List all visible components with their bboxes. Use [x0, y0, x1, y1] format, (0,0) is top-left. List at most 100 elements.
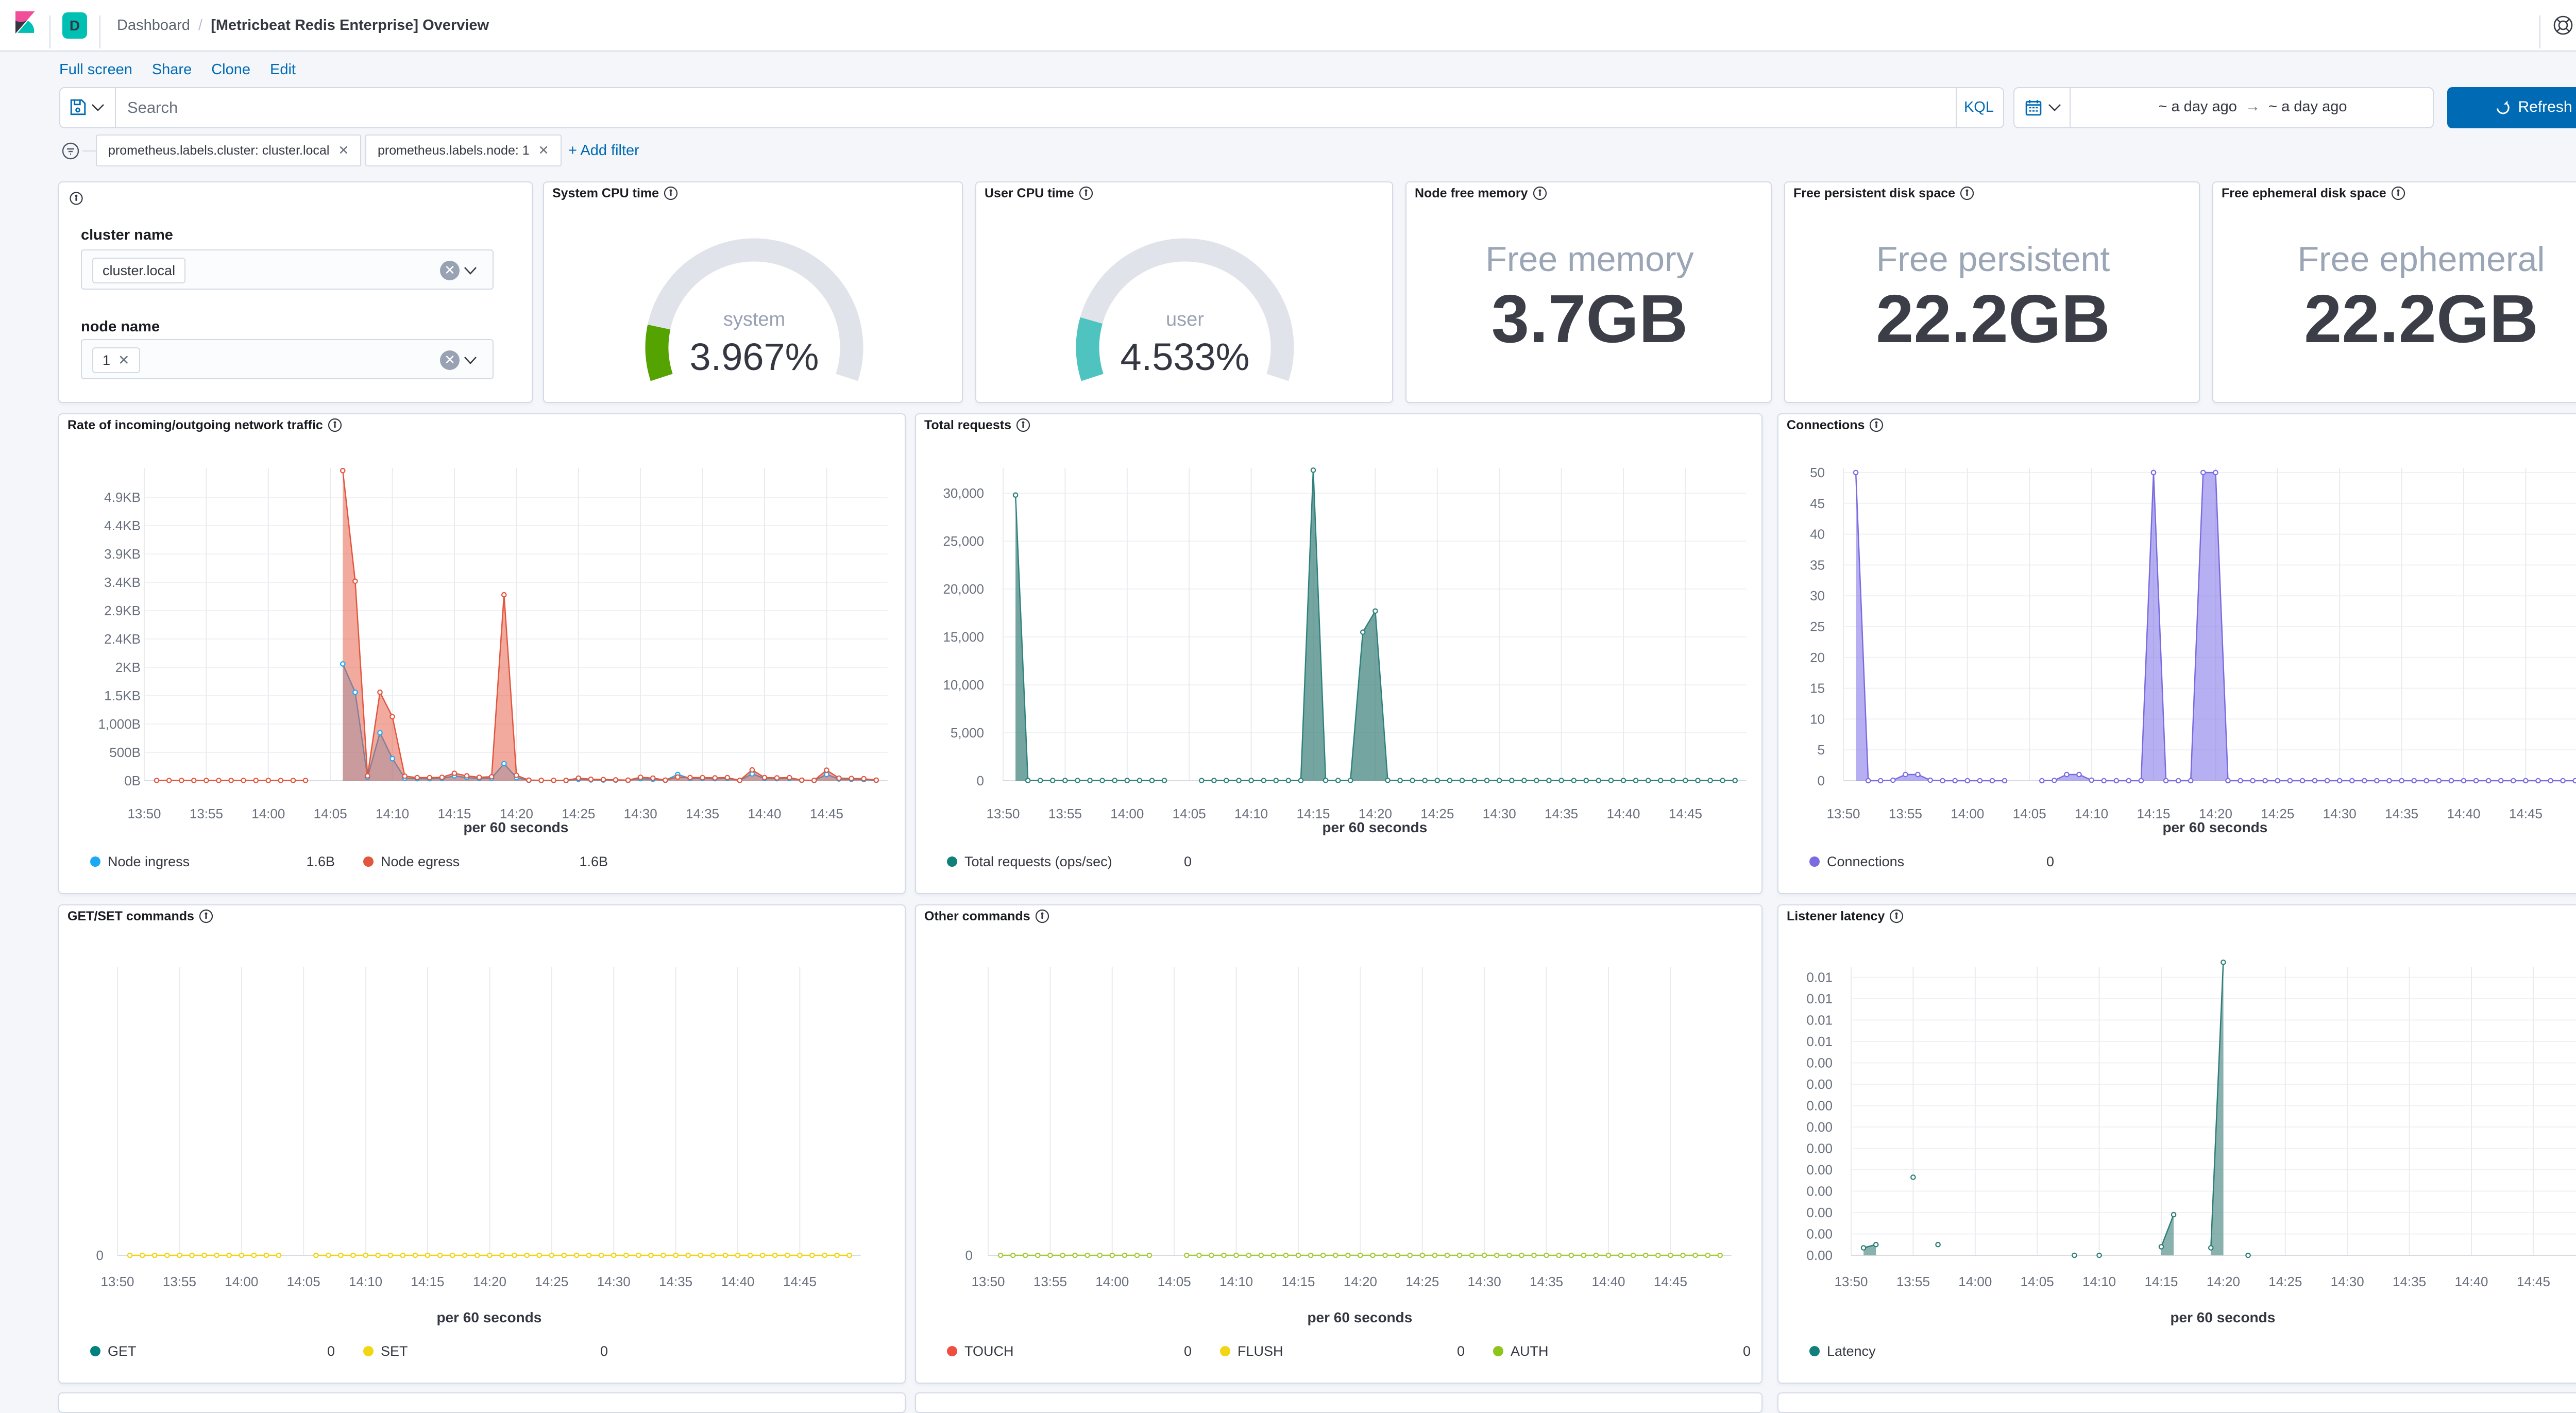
svg-text:2.4KB: 2.4KB	[104, 631, 141, 647]
svg-text:14:00: 14:00	[225, 1274, 258, 1289]
svg-text:14:40: 14:40	[1591, 1274, 1625, 1289]
svg-text:14:40: 14:40	[721, 1274, 754, 1289]
svg-text:per 60 seconds: per 60 seconds	[1307, 1309, 1412, 1325]
svg-text:1.6B: 1.6B	[306, 854, 335, 869]
svg-text:14:10: 14:10	[1234, 806, 1268, 821]
svg-text:0.00: 0.00	[1806, 1098, 1833, 1114]
svg-text:14:35: 14:35	[1545, 806, 1578, 821]
svg-text:0.00: 0.00	[1806, 1162, 1833, 1178]
svg-text:per 60 seconds: per 60 seconds	[1322, 819, 1427, 835]
svg-text:14:00: 14:00	[1110, 806, 1144, 821]
svg-text:13:50: 13:50	[127, 806, 161, 821]
svg-text:0: 0	[327, 1343, 335, 1359]
svg-text:0: 0	[1818, 773, 1825, 788]
svg-text:25,000: 25,000	[943, 533, 984, 549]
svg-text:system: system	[723, 309, 785, 330]
svg-text:13:50: 13:50	[971, 1274, 1005, 1289]
svg-text:14:15: 14:15	[411, 1274, 444, 1289]
svg-text:2.9KB: 2.9KB	[104, 603, 141, 618]
svg-text:14:45: 14:45	[783, 1274, 817, 1289]
svg-text:5: 5	[1818, 742, 1825, 758]
svg-text:0: 0	[965, 1248, 973, 1263]
svg-text:0: 0	[96, 1248, 104, 1263]
svg-text:3.967%: 3.967%	[690, 335, 819, 378]
svg-text:10: 10	[1810, 711, 1825, 727]
svg-text:14:30: 14:30	[597, 1274, 631, 1289]
svg-text:15,000: 15,000	[943, 629, 984, 645]
svg-text:5,000: 5,000	[951, 725, 984, 741]
svg-text:14:10: 14:10	[376, 806, 409, 821]
svg-text:14:20: 14:20	[1344, 1274, 1377, 1289]
svg-text:13:55: 13:55	[1896, 1274, 1930, 1289]
svg-text:0: 0	[2046, 854, 2054, 869]
svg-text:0.01: 0.01	[1806, 1034, 1833, 1049]
svg-text:13:55: 13:55	[190, 806, 223, 821]
svg-text:14:35: 14:35	[1530, 1274, 1563, 1289]
svg-text:14:35: 14:35	[2385, 806, 2418, 821]
svg-text:13:55: 13:55	[1033, 1274, 1067, 1289]
svg-text:30,000: 30,000	[943, 485, 984, 501]
svg-text:user: user	[1166, 309, 1204, 330]
svg-text:14:00: 14:00	[1951, 806, 1984, 821]
svg-text:14:05: 14:05	[1158, 1274, 1191, 1289]
svg-text:0: 0	[977, 773, 984, 788]
svg-text:0B: 0B	[124, 773, 141, 788]
svg-text:14:05: 14:05	[1173, 806, 1206, 821]
svg-text:14:40: 14:40	[748, 806, 781, 821]
svg-text:35: 35	[1810, 557, 1825, 573]
svg-text:1.5KB: 1.5KB	[104, 688, 141, 703]
svg-text:14:35: 14:35	[659, 1274, 692, 1289]
svg-text:14:10: 14:10	[2075, 806, 2108, 821]
svg-text:14:20: 14:20	[473, 1274, 506, 1289]
svg-text:SET: SET	[381, 1343, 408, 1359]
svg-text:Node egress: Node egress	[381, 854, 460, 869]
svg-text:per 60 seconds: per 60 seconds	[2170, 1309, 2275, 1325]
svg-text:13:55: 13:55	[1889, 806, 1922, 821]
svg-text:Latency: Latency	[1827, 1343, 1876, 1359]
svg-text:14:30: 14:30	[2323, 806, 2357, 821]
svg-text:0: 0	[600, 1343, 608, 1359]
svg-text:14:00: 14:00	[1958, 1274, 1992, 1289]
svg-text:14:30: 14:30	[624, 806, 657, 821]
svg-text:0: 0	[1184, 1343, 1192, 1359]
svg-text:Total requests (ops/sec): Total requests (ops/sec)	[964, 854, 1112, 869]
svg-text:14:25: 14:25	[535, 1274, 568, 1289]
svg-text:14:40: 14:40	[1606, 806, 1640, 821]
svg-text:14:40: 14:40	[2454, 1274, 2488, 1289]
svg-text:15: 15	[1810, 681, 1825, 696]
svg-text:14:15: 14:15	[1281, 1274, 1315, 1289]
svg-text:1.6B: 1.6B	[579, 854, 608, 869]
svg-text:14:10: 14:10	[2082, 1274, 2116, 1289]
svg-text:0.00: 0.00	[1806, 1119, 1833, 1135]
svg-text:0: 0	[1457, 1343, 1465, 1359]
svg-text:13:50: 13:50	[1834, 1274, 1868, 1289]
svg-text:TOUCH: TOUCH	[964, 1343, 1014, 1359]
svg-text:0: 0	[1184, 854, 1192, 869]
svg-text:14:45: 14:45	[1654, 1274, 1687, 1289]
svg-text:0.00: 0.00	[1806, 1141, 1833, 1156]
svg-text:25: 25	[1810, 619, 1825, 634]
svg-text:14:05: 14:05	[2021, 1274, 2054, 1289]
svg-text:45: 45	[1810, 496, 1825, 511]
svg-text:14:30: 14:30	[1468, 1274, 1501, 1289]
svg-text:14:25: 14:25	[2268, 1274, 2302, 1289]
svg-text:500B: 500B	[109, 745, 141, 760]
svg-text:14:35: 14:35	[2393, 1274, 2426, 1289]
svg-text:14:45: 14:45	[810, 806, 843, 821]
svg-text:14:15: 14:15	[2144, 1274, 2178, 1289]
svg-text:50: 50	[1810, 465, 1825, 480]
svg-text:14:00: 14:00	[251, 806, 285, 821]
svg-text:0.00: 0.00	[1806, 1248, 1833, 1263]
svg-text:4.533%: 4.533%	[1121, 335, 1250, 378]
svg-text:0.01: 0.01	[1806, 970, 1833, 985]
svg-text:14:35: 14:35	[686, 806, 719, 821]
svg-text:14:05: 14:05	[287, 1274, 320, 1289]
svg-text:0.00: 0.00	[1806, 1184, 1833, 1199]
svg-text:14:30: 14:30	[2331, 1274, 2364, 1289]
svg-text:3.4KB: 3.4KB	[104, 575, 141, 590]
svg-text:14:45: 14:45	[1669, 806, 1702, 821]
svg-text:13:55: 13:55	[1048, 806, 1082, 821]
svg-text:2KB: 2KB	[115, 660, 141, 675]
svg-text:GET: GET	[108, 1343, 137, 1359]
svg-text:0.00: 0.00	[1806, 1055, 1833, 1071]
